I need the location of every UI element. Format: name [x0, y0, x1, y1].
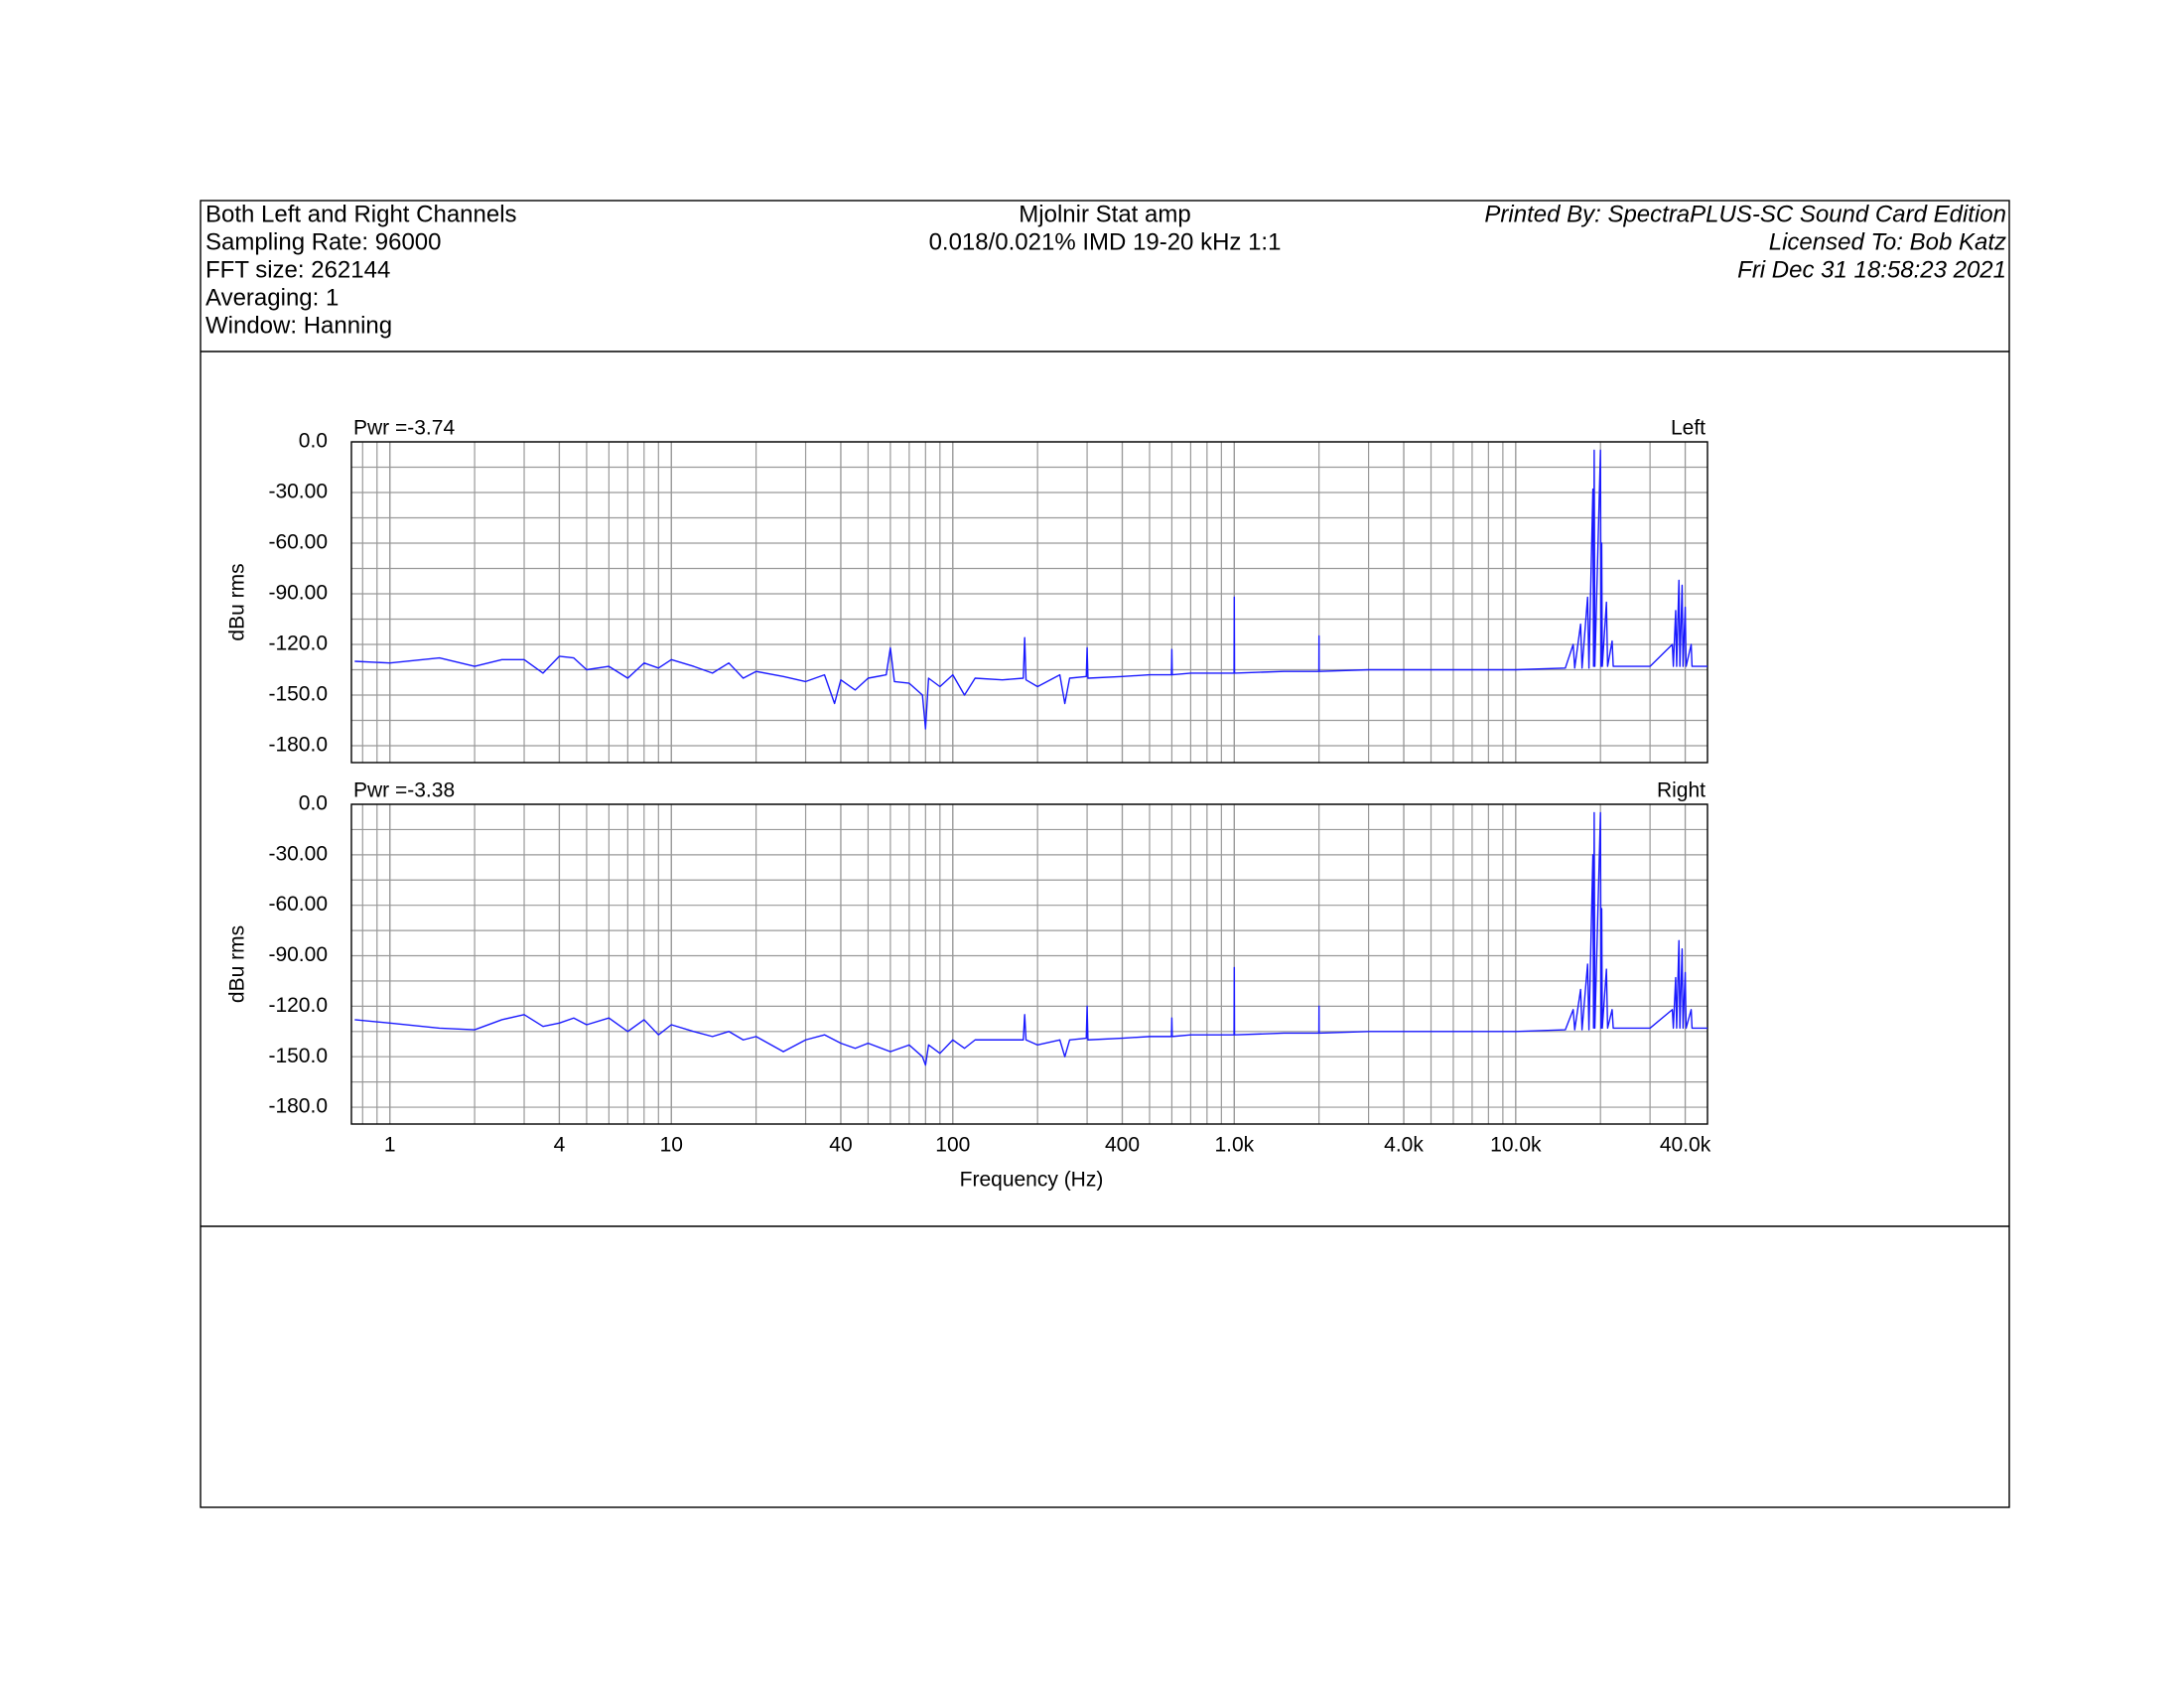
- y-tick-label: -120.0: [268, 994, 328, 1017]
- y-tick-label: 0.0: [299, 430, 328, 453]
- y-tick-label: -180.0: [268, 734, 328, 757]
- x-tick-label: 400: [1105, 1134, 1140, 1157]
- header-right-line: Fri Dec 31 18:58:23 2021: [1737, 256, 2006, 283]
- header-left-line: Window: Hanning: [205, 312, 392, 339]
- plot-frame: [350, 803, 1708, 1125]
- header-left-line: Sampling Rate: 96000: [205, 228, 442, 255]
- header-center-line: Mjolnir Stat amp: [1019, 201, 1190, 227]
- header-right-line: Printed By: SpectraPLUS-SC Sound Card Ed…: [1484, 201, 2006, 227]
- y-tick-label: -180.0: [268, 1095, 328, 1118]
- power-label: Pwr =-3.74: [353, 417, 455, 440]
- x-tick-label: 4: [554, 1134, 566, 1157]
- y-axis-label: dBu rms: [226, 563, 249, 640]
- plot-frame: [350, 441, 1708, 764]
- x-tick-label: 100: [935, 1134, 970, 1157]
- header-right-line: Licensed To: Bob Katz: [1769, 228, 2006, 255]
- charts: 0.0 -30.00 -60.00 -90.00 -120.0 -150.0 -180.0 P…: [226, 417, 1711, 1192]
- x-tick-label: 1.0k: [1214, 1134, 1254, 1157]
- spectrum-line: [354, 449, 1707, 730]
- channel-label: Left: [1671, 417, 1706, 440]
- x-tick-label: 10.0k: [1490, 1134, 1542, 1157]
- x-tick-label: 10: [660, 1134, 683, 1157]
- x-axis-label: Frequency (Hz): [960, 1169, 1104, 1192]
- power-label: Pwr =-3.38: [353, 779, 455, 802]
- x-tick-label: 4.0k: [1384, 1134, 1424, 1157]
- y-axis-label: dBu rms: [226, 925, 249, 1003]
- header-center-line: 0.018/0.021% IMD 19-20 kHz 1:1: [929, 228, 1282, 255]
- y-tick-label: -90.00: [268, 943, 328, 966]
- x-tick-label: 1: [384, 1134, 396, 1157]
- y-tick-label: -30.00: [268, 481, 328, 503]
- y-tick-label: 0.0: [299, 792, 328, 815]
- y-tick-label: -150.0: [268, 1045, 328, 1067]
- x-tick-label: 40: [829, 1134, 852, 1157]
- y-tick-label: -90.00: [268, 582, 328, 605]
- y-tick-label: -150.0: [268, 683, 328, 706]
- spectrum-line: [354, 811, 1707, 1066]
- header-left-line: Both Left and Right Channels: [205, 201, 517, 227]
- outer-frame: [200, 200, 2010, 1508]
- header-left-line: Averaging: 1: [205, 284, 339, 311]
- y-tick-label: -60.00: [268, 531, 328, 554]
- channel-label: Right: [1657, 779, 1706, 802]
- y-tick-label: -120.0: [268, 633, 328, 655]
- y-tick-label: -30.00: [268, 842, 328, 865]
- x-tick-label: 40.0k: [1660, 1134, 1711, 1157]
- y-tick-label: -60.00: [268, 893, 328, 916]
- header-left-line: FFT size: 262144: [205, 256, 390, 283]
